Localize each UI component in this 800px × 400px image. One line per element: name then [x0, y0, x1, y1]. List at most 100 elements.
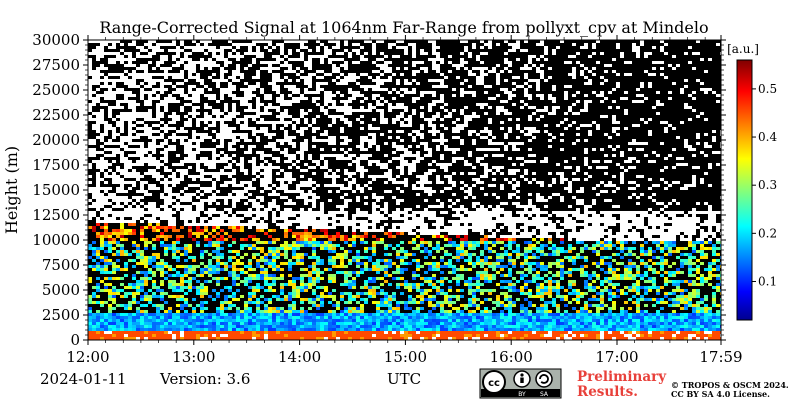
heatmap-cell	[204, 190, 208, 193]
heatmap-cell	[320, 244, 324, 247]
heatmap-cell	[196, 106, 200, 109]
heatmap-cell	[328, 190, 332, 193]
heatmap-cell	[360, 238, 364, 241]
heatmap-cell	[272, 190, 276, 193]
heatmap-cell	[496, 169, 500, 172]
heatmap-cell	[260, 157, 264, 160]
heatmap-cell	[384, 64, 388, 67]
heatmap-cell	[156, 112, 160, 115]
heatmap-cell	[100, 85, 104, 88]
heatmap-cell	[236, 121, 240, 124]
heatmap-cell	[208, 94, 212, 97]
heatmap-cell	[176, 88, 180, 91]
heatmap-cell	[556, 46, 560, 49]
heatmap-cell	[664, 211, 668, 214]
heatmap-cell	[96, 175, 100, 178]
heatmap-cell	[120, 169, 124, 172]
heatmap-cell	[600, 148, 604, 151]
heatmap-cell	[360, 94, 364, 97]
heatmap-cell	[552, 85, 556, 88]
heatmap-cell	[184, 157, 188, 160]
heatmap-cell	[200, 40, 204, 43]
heatmap-cell	[552, 229, 556, 232]
heatmap-cell	[364, 139, 368, 142]
heatmap-cell	[420, 91, 424, 94]
heatmap-cell	[528, 97, 532, 100]
heatmap-cell	[352, 241, 356, 244]
heatmap-cell	[104, 91, 108, 94]
heatmap-cell	[180, 49, 184, 52]
heatmap-cell	[404, 52, 408, 55]
heatmap-cell	[256, 106, 260, 109]
heatmap-cell	[164, 82, 168, 85]
heatmap-cell	[140, 262, 144, 265]
heatmap-cell	[224, 79, 228, 82]
heatmap-cell	[124, 157, 128, 160]
heatmap-cell	[300, 181, 304, 184]
heatmap-cell	[176, 118, 180, 121]
heatmap-cell	[108, 139, 112, 142]
heatmap-cell	[120, 190, 124, 193]
heatmap-cell	[552, 247, 556, 250]
heatmap-cell	[120, 136, 124, 139]
heatmap-cell	[660, 121, 664, 124]
heatmap-cell	[172, 115, 176, 118]
heatmap-cell	[128, 52, 132, 55]
heatmap-cell	[156, 97, 160, 100]
heatmap-cell	[460, 250, 464, 253]
heatmap-cell	[340, 148, 344, 151]
heatmap-cell	[500, 259, 504, 262]
heatmap-cell	[188, 85, 192, 88]
heatmap-cell	[424, 208, 428, 211]
heatmap-cell	[292, 142, 296, 145]
heatmap-cell	[328, 211, 332, 214]
heatmap-cell	[696, 79, 700, 82]
heatmap-cell	[560, 199, 564, 202]
heatmap-cell	[248, 43, 252, 46]
heatmap-cell	[104, 121, 108, 124]
heatmap-cell	[676, 217, 680, 220]
heatmap-cell	[624, 241, 628, 244]
heatmap-cell	[156, 238, 160, 241]
heatmap-cell	[380, 64, 384, 67]
heatmap-cell	[392, 43, 396, 46]
heatmap-cell	[344, 235, 348, 238]
heatmap-cell	[184, 196, 188, 199]
heatmap-cell	[312, 202, 316, 205]
heatmap-cell	[288, 136, 292, 139]
heatmap-cell	[444, 163, 448, 166]
heatmap-cell	[488, 142, 492, 145]
heatmap-cell	[148, 76, 152, 79]
heatmap-cell	[208, 199, 212, 202]
heatmap-cell	[200, 169, 204, 172]
heatmap-cell	[108, 73, 112, 76]
heatmap-cell	[508, 112, 512, 115]
heatmap-cell	[256, 130, 260, 133]
heatmap-cell	[196, 142, 200, 145]
heatmap-cell	[396, 148, 400, 151]
heatmap-cell	[260, 88, 264, 91]
heatmap-cell	[108, 220, 112, 223]
heatmap-cell	[304, 40, 308, 43]
heatmap-cell	[452, 109, 456, 112]
heatmap-cell	[324, 91, 328, 94]
heatmap-cell	[232, 238, 236, 241]
heatmap-cell	[476, 223, 480, 226]
heatmap-cell	[360, 142, 364, 145]
heatmap-cell	[216, 253, 220, 256]
heatmap-cell	[348, 175, 352, 178]
heatmap-cell	[212, 199, 216, 202]
heatmap-cell	[440, 259, 444, 262]
heatmap-cell	[160, 142, 164, 145]
heatmap-cell	[492, 232, 496, 235]
heatmap-cell	[560, 241, 564, 244]
heatmap-cell	[652, 238, 656, 241]
heatmap-cell	[504, 148, 508, 151]
heatmap-cell	[168, 220, 172, 223]
heatmap-cell	[384, 118, 388, 121]
heatmap-cell	[156, 64, 160, 67]
heatmap-cell	[240, 184, 244, 187]
heatmap-cell	[380, 175, 384, 178]
heatmap-cell	[516, 76, 520, 79]
heatmap-cell	[372, 262, 376, 265]
